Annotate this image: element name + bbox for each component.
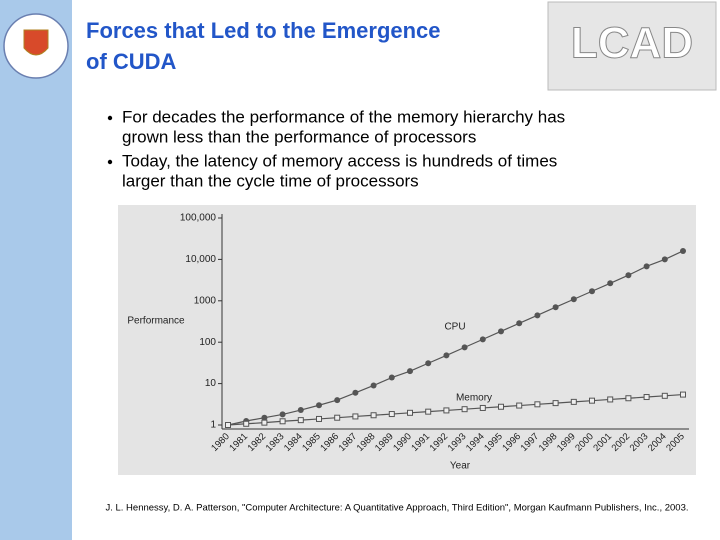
series-marker <box>643 394 650 401</box>
series-marker <box>498 328 504 335</box>
series-marker <box>498 403 504 410</box>
logo-shield <box>23 29 49 56</box>
series-marker <box>407 368 413 375</box>
series-marker <box>407 409 413 416</box>
series-label: CPU <box>444 322 465 333</box>
series-marker <box>261 414 268 421</box>
series-marker <box>607 396 614 403</box>
series-marker <box>534 312 541 319</box>
series-marker <box>461 344 468 351</box>
chart-image <box>118 205 696 475</box>
series-marker <box>279 418 286 425</box>
y-tick-label: 10 <box>205 378 217 389</box>
series-marker <box>589 288 595 295</box>
bullet-text: For decades the performance of the memor… <box>122 107 565 126</box>
series-marker <box>534 401 541 408</box>
series-marker <box>388 374 395 381</box>
series-marker <box>370 412 377 419</box>
series-marker <box>316 415 322 422</box>
series-label: Memory <box>456 393 492 404</box>
y-tick-label: 100,000 <box>180 213 217 224</box>
series-marker <box>443 407 450 414</box>
series-marker <box>570 296 577 303</box>
series-marker <box>425 408 432 415</box>
series-marker <box>425 360 432 367</box>
series-marker <box>370 382 377 389</box>
series-marker <box>243 420 250 427</box>
series-marker <box>316 402 322 409</box>
series-marker <box>680 391 686 398</box>
series-marker <box>479 336 486 343</box>
series-marker <box>297 407 304 414</box>
series-marker <box>279 411 286 418</box>
series-marker <box>461 406 468 413</box>
bullet-dot <box>107 159 113 165</box>
y-tick-label: 1 <box>210 420 216 431</box>
series-marker <box>552 304 559 311</box>
y-tick-label: 10,000 <box>185 254 216 265</box>
series-marker <box>297 417 304 424</box>
series-line <box>227 393 684 426</box>
bullet-dot <box>107 115 113 121</box>
series-marker <box>352 389 359 396</box>
series-marker <box>661 392 668 399</box>
series-marker <box>516 402 523 409</box>
series-marker <box>334 397 341 404</box>
bullet-text: grown less than the performance of proce… <box>122 127 476 146</box>
bullet-text: larger than the cycle time of processors <box>122 171 419 190</box>
y-axis-label: Performance <box>127 316 185 327</box>
slide-title: of CUDA <box>86 49 177 74</box>
series-marker <box>516 320 523 327</box>
series-marker <box>680 247 686 254</box>
series-marker <box>607 280 614 287</box>
series-marker <box>625 395 632 402</box>
series-marker <box>334 414 341 421</box>
bullet-text: Today, the latency of memory access is h… <box>122 151 557 170</box>
citation: J. L. Hennessy, D. A. Patterson, "Comput… <box>105 503 688 514</box>
side-bar <box>0 0 72 540</box>
series-marker <box>388 411 395 418</box>
series-line <box>227 250 684 426</box>
series-marker <box>479 404 486 411</box>
series-marker <box>625 272 632 279</box>
x-axis-label: Year <box>450 461 471 472</box>
y-tick-label: 100 <box>199 337 216 348</box>
series-marker <box>352 413 359 420</box>
series-marker <box>552 400 559 407</box>
series-marker <box>443 352 450 359</box>
series-marker <box>570 398 577 405</box>
series-marker <box>261 419 268 426</box>
header-logo-text: LCAD <box>571 19 693 68</box>
y-tick-label: 1000 <box>194 295 217 306</box>
series-marker <box>225 422 231 428</box>
header-logo <box>547 1 717 91</box>
series-marker <box>661 256 668 263</box>
series-marker <box>589 397 595 404</box>
series-marker <box>643 263 650 270</box>
slide-title: Forces that Led to the Emergence <box>86 18 441 43</box>
